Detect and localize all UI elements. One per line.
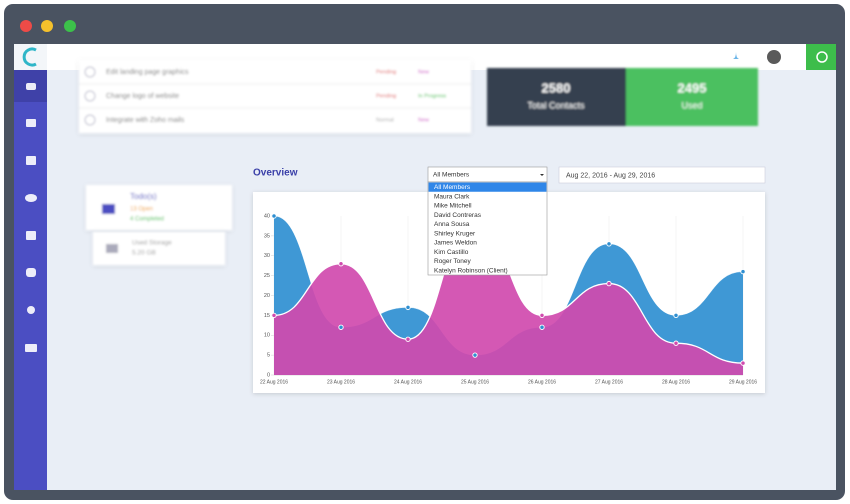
overview-title: Overview [253,168,298,179]
data-point[interactable] [606,280,612,287]
member-option[interactable]: All Members [434,184,471,191]
data-point[interactable] [271,312,277,319]
date-range[interactable] [558,166,766,184]
stat-box [626,68,758,126]
stat-box [487,68,626,126]
icon-share[interactable] [27,306,35,314]
maximize-button[interactable] [64,20,76,32]
y-tick-label: 25 [264,273,270,279]
side-cards: Todo(s) 13 Open 4 Completed Used Storage… [86,185,232,265]
y-tick-label: 30 [264,253,270,259]
icon-box[interactable] [26,268,36,277]
task-name: Edit landing page graphics [106,69,189,76]
todo-title: Todo(s) [130,192,157,201]
tasks-card: Edit landing page graphics Pending New Chan… [79,60,471,133]
tasks-panel [79,60,471,133]
icon-card[interactable] [25,344,37,352]
data-point[interactable] [338,261,344,267]
task-tag: In Progress [418,93,446,99]
task-check[interactable] [84,90,96,102]
data-point[interactable] [271,213,277,219]
close-button[interactable] [20,20,32,32]
stat-value: 2580 [542,80,571,95]
minimize-button[interactable] [41,20,53,32]
y-tick-label: 10 [264,333,270,339]
option-highlight [428,182,547,192]
y-tick-label: 40 [264,213,270,219]
x-tick-label: 28 Aug 2016 [662,379,690,385]
task-check[interactable] [84,114,96,126]
avatar[interactable] [767,50,781,64]
data-point[interactable] [405,304,411,311]
storage-title: Used Storage [132,240,172,247]
x-tick-label: 23 Aug 2016 [327,379,355,385]
x-tick-label: 24 Aug 2016 [394,379,422,385]
sidebar [14,70,47,490]
task-status: Pending [376,69,396,75]
icon-note[interactable] [26,231,36,240]
y-tick-label: 0 [267,372,270,378]
data-point[interactable] [338,324,344,330]
task-name: Change logo of website [106,93,179,100]
x-tick-label: 22 Aug 2016 [260,379,288,385]
y-tick-label: 5 [267,353,270,359]
x-tick-label: 25 Aug 2016 [461,379,489,385]
data-point[interactable] [472,352,478,358]
icon-home[interactable] [26,83,36,90]
x-tick-label: 29 Aug 2016 [729,379,757,385]
icon-cloud[interactable] [25,194,37,202]
data-point[interactable] [673,340,679,346]
logo [22,47,37,67]
data-point[interactable] [539,312,545,319]
member-option[interactable]: Katelyn Robinson (Client) [434,267,508,274]
todo-completed: 4 Completed [130,217,164,223]
y-tick-label: 20 [264,293,270,299]
member-option[interactable]: Shirley Kruger [434,230,476,237]
icon-list[interactable] [26,119,36,127]
member-option[interactable]: Anna Sousa [434,221,470,228]
todo-open: 13 Open [130,207,153,213]
member-option[interactable]: Mike Mitchell [434,203,472,210]
stats: 2580 Total Contacts 2495 Used [487,68,758,126]
task-name: Integrate with Zoho mails [106,117,185,124]
stat-value: 2495 [678,80,707,95]
data-point[interactable] [740,360,746,366]
stat-label: Used [681,100,702,110]
x-tick-label: 27 Aug 2016 [595,379,623,385]
data-point[interactable] [673,312,679,319]
stat-label: Total Contacts [527,100,585,110]
member-option[interactable]: Maura Clark [434,193,470,200]
data-point[interactable] [606,241,612,247]
task-status: Pending [376,93,396,99]
data-point[interactable] [405,336,411,342]
y-tick-label: 15 [264,313,270,319]
bell-icon[interactable] [733,52,739,59]
icon-doc[interactable] [26,156,36,165]
chat-icon [816,51,828,63]
task-tag: New [418,117,429,123]
storage-icon [106,244,118,253]
member-option[interactable]: James Weldon [434,240,477,247]
date-range-text: Aug 22, 2016 - Aug 29, 2016 [566,172,655,179]
area [274,223,743,375]
task-check[interactable] [84,66,96,78]
y-tick-label: 35 [264,233,270,239]
member-option[interactable]: Roger Toney [434,258,471,265]
data-point[interactable] [740,268,746,275]
data-point[interactable] [539,324,545,330]
task-status: Normal [376,117,394,123]
storage-value: 5.20 GB [132,250,156,257]
todo-icon [102,204,115,214]
x-tick-label: 26 Aug 2016 [528,379,556,385]
sidebar-icons [25,83,37,352]
dropdown-list [427,181,548,276]
chat-button[interactable] [806,44,836,70]
member-option[interactable]: David Contreras [434,212,482,219]
select-arrow [540,174,544,176]
task-tag: New [418,69,429,75]
member-option[interactable]: Kim Castillo [434,249,469,256]
member-select-text: All Members [433,172,470,179]
